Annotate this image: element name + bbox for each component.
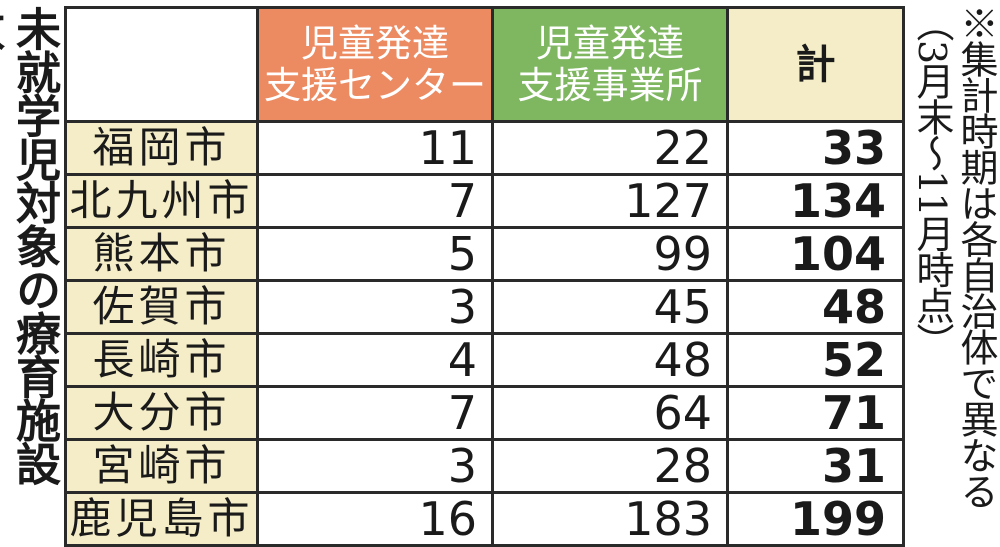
header-total: 計 <box>726 6 905 123</box>
total-count: 52 <box>726 332 905 388</box>
total-count: 104 <box>726 226 905 282</box>
table-row: 北九州市 7 127 134 <box>64 173 905 229</box>
header-corner-cell <box>64 6 259 123</box>
header-center: 児童発達 支援センター <box>256 6 494 123</box>
header-office: 児童発達 支援事業所 <box>491 6 729 123</box>
center-count: 3 <box>256 438 494 494</box>
total-count: 199 <box>726 491 905 547</box>
table-row: 福岡市 11 22 33 <box>64 120 905 176</box>
office-count: 28 <box>491 438 729 494</box>
header-center-line1: 児童発達 <box>301 21 449 65</box>
total-count: 33 <box>726 120 905 176</box>
city-name: 北九州市 <box>64 173 259 229</box>
center-count: 5 <box>256 226 494 282</box>
center-count: 7 <box>256 385 494 441</box>
center-count: 7 <box>256 173 494 229</box>
header-office-line2: 支援事業所 <box>517 63 703 107</box>
facility-table: 児童発達 支援センター 児童発達 支援事業所 計 福岡市 11 22 33 北九… <box>64 6 905 547</box>
center-count: 11 <box>256 120 494 176</box>
table-row: 長崎市 4 48 52 <box>64 332 905 388</box>
office-count: 64 <box>491 385 729 441</box>
footnote: ※集計時期は各自治体で異なる （3月末～11月時点） <box>910 4 998 524</box>
city-name: 佐賀市 <box>64 279 259 335</box>
total-count: 134 <box>726 173 905 229</box>
table-row: 鹿児島市 16 183 199 <box>64 491 905 547</box>
center-count: 3 <box>256 279 494 335</box>
total-count: 48 <box>726 279 905 335</box>
city-name: 福岡市 <box>64 120 259 176</box>
office-count: 99 <box>491 226 729 282</box>
office-count: 22 <box>491 120 729 176</box>
city-name: 宮崎市 <box>64 438 259 494</box>
table-row: 宮崎市 3 28 31 <box>64 438 905 494</box>
center-count: 4 <box>256 332 494 388</box>
chart-title: 未就学児対象の療育施設数 <box>0 6 61 485</box>
office-count: 183 <box>491 491 729 547</box>
total-count: 31 <box>726 438 905 494</box>
table-row: 熊本市 5 99 104 <box>64 226 905 282</box>
total-count: 71 <box>726 385 905 441</box>
table-row: 大分市 7 64 71 <box>64 385 905 441</box>
table-row: 佐賀市 3 45 48 <box>64 279 905 335</box>
city-name: 大分市 <box>64 385 259 441</box>
city-name: 長崎市 <box>64 332 259 388</box>
city-name: 熊本市 <box>64 226 259 282</box>
office-count: 48 <box>491 332 729 388</box>
header-center-line2: 支援センター <box>264 63 486 107</box>
header-row: 児童発達 支援センター 児童発達 支援事業所 計 <box>64 6 905 123</box>
office-count: 45 <box>491 279 729 335</box>
footnote-line1: ※集計時期は各自治体で異なる <box>954 4 998 508</box>
footnote-line2: （3月末～11月時点） <box>910 4 954 359</box>
header-office-line1: 児童発達 <box>536 21 684 65</box>
center-count: 16 <box>256 491 494 547</box>
office-count: 127 <box>491 173 729 229</box>
city-name: 鹿児島市 <box>64 491 259 547</box>
